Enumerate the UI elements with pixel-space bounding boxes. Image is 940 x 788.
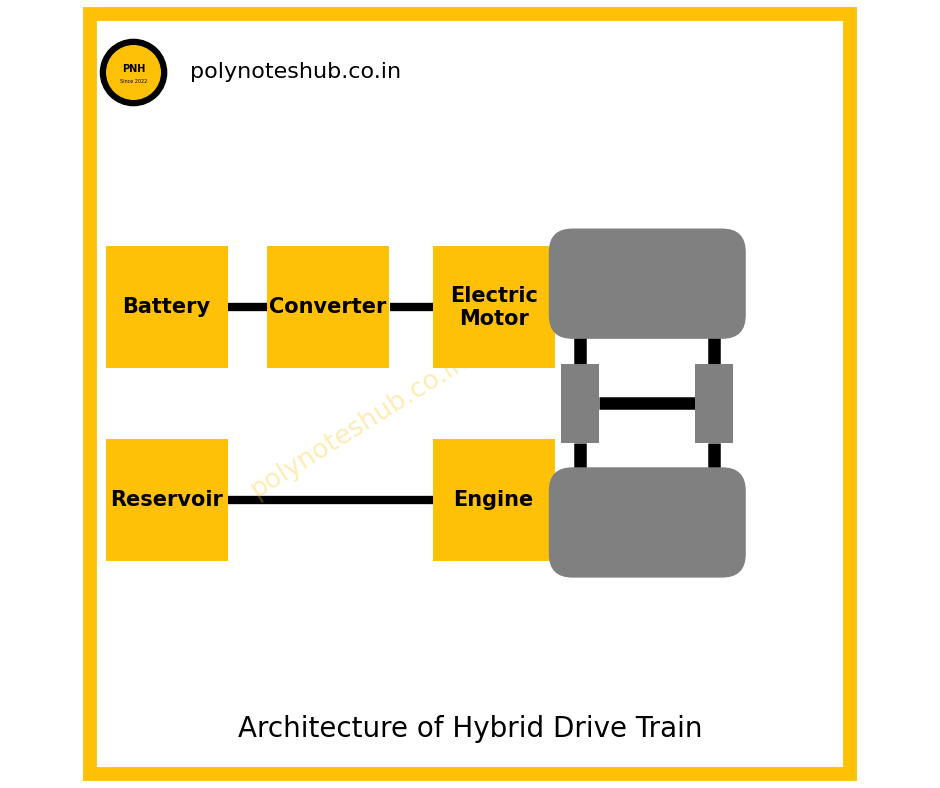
Circle shape xyxy=(101,39,166,106)
Text: Battery: Battery xyxy=(122,297,211,318)
Text: PNH: PNH xyxy=(122,65,145,74)
Text: Electric
Motor: Electric Motor xyxy=(449,286,538,329)
FancyBboxPatch shape xyxy=(432,440,555,561)
FancyBboxPatch shape xyxy=(432,246,555,369)
FancyBboxPatch shape xyxy=(105,246,227,369)
FancyBboxPatch shape xyxy=(696,364,733,443)
Text: Reservoir: Reservoir xyxy=(110,490,223,511)
FancyBboxPatch shape xyxy=(549,229,745,339)
Circle shape xyxy=(107,46,161,99)
FancyBboxPatch shape xyxy=(561,364,599,443)
Text: Since 2022: Since 2022 xyxy=(120,80,148,84)
FancyBboxPatch shape xyxy=(267,246,389,369)
Text: Converter: Converter xyxy=(270,297,387,318)
Text: polynoteshub.co.in: polynoteshub.co.in xyxy=(190,62,401,83)
Text: polynoteshub.co.in: polynoteshub.co.in xyxy=(246,348,473,503)
Text: Engine: Engine xyxy=(453,490,534,511)
FancyBboxPatch shape xyxy=(105,440,227,561)
FancyBboxPatch shape xyxy=(549,467,745,578)
Text: Architecture of Hybrid Drive Train: Architecture of Hybrid Drive Train xyxy=(238,715,702,743)
